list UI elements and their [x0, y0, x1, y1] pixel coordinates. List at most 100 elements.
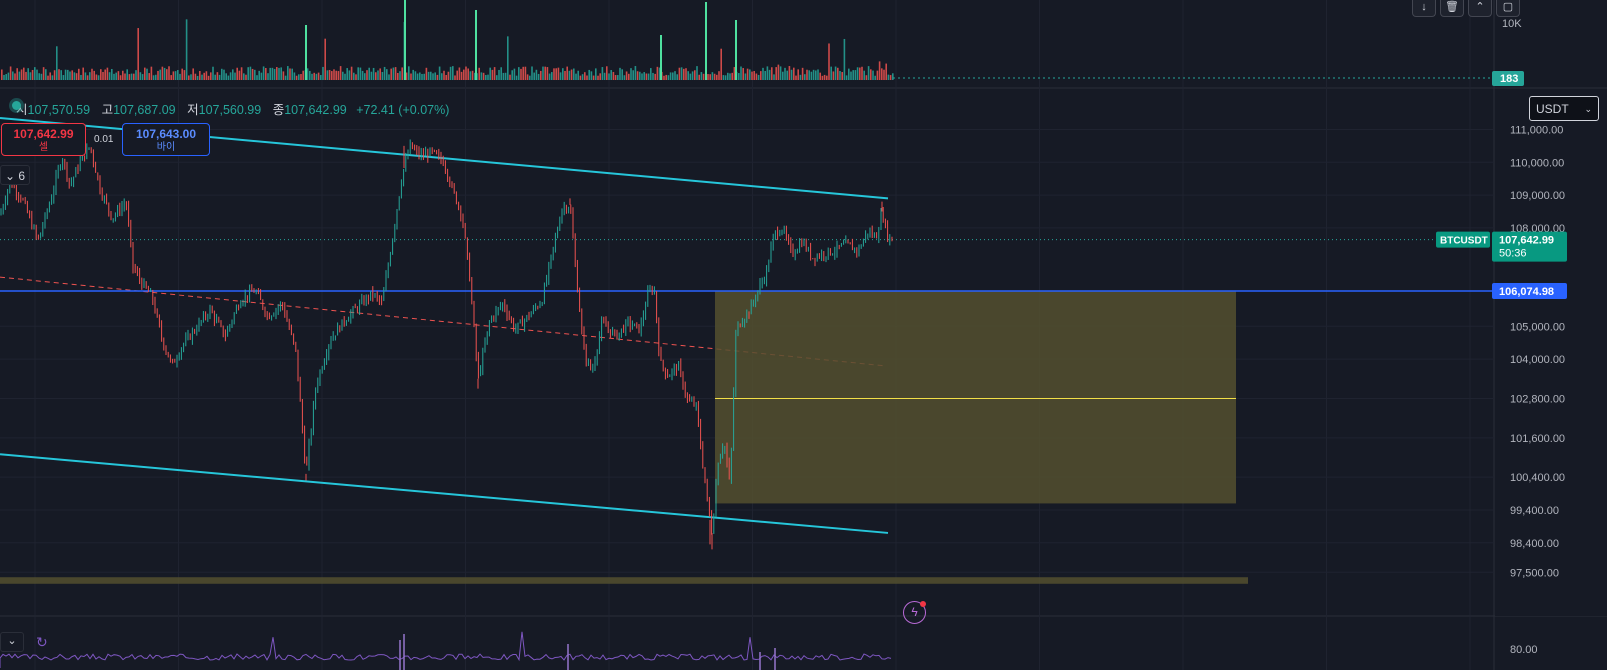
volume-bar: [542, 66, 544, 80]
volume-bar: [104, 69, 106, 80]
volume-bar: [405, 72, 408, 80]
collapse-icon[interactable]: ⌃: [1468, 0, 1492, 17]
volume-bar: [773, 74, 775, 80]
chevron-down-icon: ⌄: [5, 169, 16, 183]
buy-button[interactable]: 107,643.00 바이: [122, 123, 210, 156]
volume-bar: [328, 69, 331, 80]
move-down-icon[interactable]: ↓: [1412, 0, 1436, 17]
volume-bar: [163, 67, 166, 80]
volume-bar: [581, 74, 584, 80]
volume-bar: [390, 68, 392, 80]
price-tick-label: 99,400.00: [1510, 505, 1559, 517]
volume-bar: [650, 68, 652, 80]
volume-bar: [221, 68, 223, 80]
maximize-icon[interactable]: ▢: [1496, 0, 1520, 17]
price-tick-label: 98,400.00: [1510, 538, 1559, 550]
order-quantity[interactable]: 0.01: [94, 134, 114, 145]
volume-bar: [278, 67, 280, 80]
volume-bar: [232, 69, 234, 80]
volume-bar: [749, 69, 751, 80]
volume-bar: [438, 66, 441, 80]
volume-bar: [432, 73, 434, 80]
volume-bar: [771, 67, 773, 80]
volume-bar: [342, 71, 344, 80]
volume-bar: [870, 69, 872, 80]
volume-bar: [511, 70, 513, 80]
volume-bar: [524, 66, 527, 80]
volume-bar: [256, 75, 258, 80]
volume-bar: [100, 69, 102, 80]
volume-bar: [817, 69, 819, 80]
volume-bar: [639, 71, 641, 80]
volume-bar: [529, 75, 531, 80]
volume-bar: [157, 70, 159, 80]
volume-bar: [7, 72, 10, 80]
volume-bar: [559, 72, 562, 80]
volume-bar: [876, 70, 879, 80]
volume-bar: [427, 71, 430, 80]
volume-bar: [86, 75, 89, 80]
volume-bar: [447, 71, 450, 80]
volume-bar: [533, 72, 535, 80]
refresh-icon[interactable]: ↻: [36, 633, 48, 650]
price-tick-label: 109,000.00: [1510, 190, 1565, 202]
volume-bar: [97, 75, 100, 80]
volume-bar: [841, 72, 843, 80]
volume-bar: [709, 74, 711, 80]
volume-bar: [443, 70, 445, 80]
volume-bar: [482, 72, 485, 80]
volume-bar: [810, 71, 813, 80]
volume-bar: [469, 71, 472, 80]
volume-bar: [258, 70, 260, 80]
volume-bar: [641, 73, 643, 80]
indicators-toggle[interactable]: ⌄ 6: [0, 165, 30, 185]
volume-bar: [493, 67, 496, 80]
volume-bar: [656, 66, 659, 80]
volume-bar: [815, 70, 817, 80]
volume-bar: [839, 71, 841, 80]
volume-bar: [636, 71, 639, 80]
volume-bar: [887, 74, 890, 80]
volume-bar: [247, 67, 249, 80]
volume-bar: [344, 73, 346, 80]
currency-select[interactable]: USDT ⌄: [1529, 96, 1599, 121]
volume-bar: [386, 69, 388, 80]
volume-bar: [722, 75, 725, 80]
volume-bar: [29, 72, 32, 80]
volume-bar: [863, 70, 865, 80]
low-label: 저: [187, 103, 199, 117]
volume-bar: [137, 28, 139, 80]
volume-bar: [225, 73, 227, 80]
volume-bar: [669, 72, 672, 80]
volume-bar: [265, 67, 267, 80]
volume-bar: [588, 69, 590, 80]
sell-button[interactable]: 107,642.99 셀: [1, 123, 86, 156]
volume-bar: [271, 67, 274, 80]
volume-bar: [551, 72, 553, 80]
trash-icon[interactable]: 🗑: [1440, 0, 1464, 17]
volume-bar: [234, 72, 236, 80]
volume-bar: [326, 70, 329, 80]
volume-bar: [214, 74, 216, 80]
volume-bar: [412, 69, 414, 80]
chevron-down-icon[interactable]: ⌄: [0, 632, 24, 652]
volume-bar: [678, 67, 681, 80]
volume-bar: [718, 71, 720, 80]
countdown-label: 50:36: [1499, 248, 1527, 260]
volume-bar: [819, 72, 821, 80]
chevron-down-icon: ⌄: [1584, 104, 1592, 114]
volume-bar: [31, 69, 34, 80]
volume-bar: [95, 74, 98, 80]
horizontal-line-badge: [1492, 283, 1567, 300]
volume-bar: [139, 72, 142, 80]
volume-bar: [878, 61, 881, 80]
volume-bar: [496, 75, 498, 80]
volume-bar: [124, 73, 126, 80]
lightning-alert-icon[interactable]: ϟ: [903, 601, 926, 624]
volume-bar: [313, 72, 315, 80]
price-tick-label: 102,800.00: [1510, 393, 1565, 405]
symbol-badge: [1436, 231, 1490, 248]
volume-bar: [522, 66, 524, 80]
volume-bar: [746, 68, 749, 80]
